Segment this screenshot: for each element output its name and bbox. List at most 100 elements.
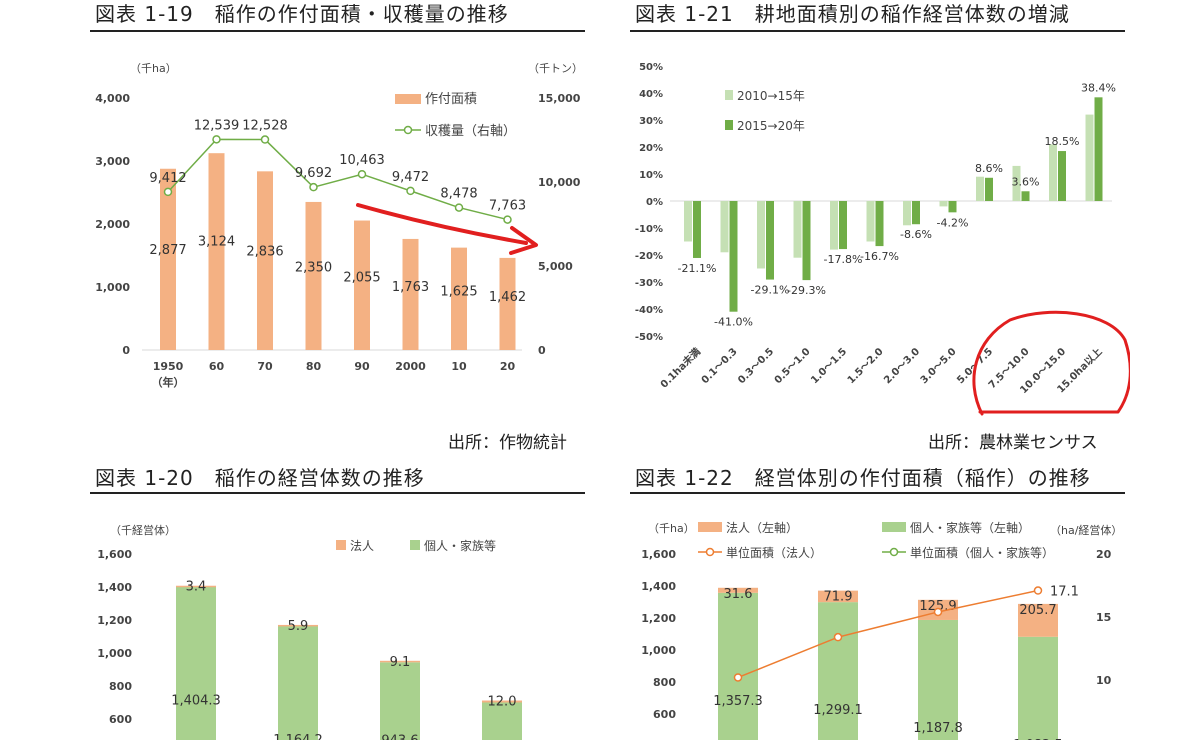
corp-bar-label: 5.9	[288, 619, 309, 634]
left-tick-label: 1,000	[641, 644, 676, 657]
harvest-label: 10,463	[339, 153, 385, 168]
x-year-suffix: （年）	[152, 375, 185, 389]
legend-harvest-label: 収穫量（右軸）	[425, 124, 516, 139]
bar-2015-20	[1021, 191, 1030, 201]
harvest-line	[167, 138, 508, 221]
x-tick-label: 1.5～2.0	[846, 346, 886, 386]
left-tick-label: 600	[653, 708, 676, 721]
bar-2010-15	[1012, 165, 1021, 201]
fig-1-19-rule	[90, 30, 585, 32]
bar-2010-15	[939, 201, 948, 207]
y-tick-label: 1,200	[97, 614, 132, 627]
bar-2010-15	[866, 201, 875, 242]
bar-2015-20-label: -8.6%	[900, 228, 932, 241]
bar-2015-20	[912, 201, 920, 225]
fig-1-22-rule	[630, 492, 1125, 494]
left-tick-label: 3,000	[95, 155, 130, 168]
fig-1-21-rule	[630, 30, 1125, 32]
y-tick-label: 800	[109, 680, 132, 693]
bar-2015-20	[839, 201, 847, 250]
unit-corp-point	[933, 607, 943, 617]
bar-2015-20	[875, 201, 884, 247]
area-bar	[451, 247, 467, 350]
fig-1-21-source: 出所：農林業センサス	[928, 433, 1098, 453]
harvest-point	[163, 187, 173, 197]
harvest-label: 12,539	[194, 118, 240, 133]
area-bar-label: 2,836	[246, 244, 283, 259]
harvest-label: 9,692	[295, 166, 332, 181]
x-tick-label: 60	[209, 360, 225, 373]
bar-2010-15	[793, 201, 802, 258]
x-tick-label: 2.0～3.0	[882, 346, 922, 386]
x-tick-label: 2000	[395, 360, 426, 373]
fig-1-21-title: 図表 1-21 耕地面積別の稲作経営体数の増減	[635, 2, 1070, 26]
fig-1-19-source: 出所：作物統計	[448, 433, 567, 453]
harvest-point	[212, 135, 221, 144]
unit-corp-label: 17.1	[1050, 585, 1079, 600]
bar-2015-20	[802, 201, 811, 281]
harvest-point	[406, 186, 415, 196]
left-tick-label: 2,000	[95, 218, 130, 231]
area-bar-label: 2,877	[149, 243, 186, 258]
area-bar	[402, 238, 419, 350]
area-bar-label: 1,763	[392, 280, 429, 295]
y-tick-label: -40%	[635, 305, 663, 316]
x-tick-label: 10	[451, 360, 467, 373]
x-tick-label: 0.3～0.5	[736, 346, 776, 386]
harvest-label: 12,528	[242, 119, 288, 134]
unit-corp-point	[833, 632, 843, 642]
left-tick-label: 800	[653, 676, 676, 689]
bar-2015-20-label: -4.2%	[937, 216, 969, 229]
individual-bar-label: 1,082.5	[1013, 738, 1063, 740]
unit-corp-point	[733, 673, 743, 682]
fig-1-21-chart: -50% -40% -30% -20% -10% 0% 10% 20% 30% 40% 50% -21…	[635, 62, 1130, 416]
area-bar	[354, 220, 370, 350]
x-tick-label: 0.5～1.0	[773, 346, 813, 386]
bar-2010-15	[757, 201, 765, 269]
area-bar-label: 3,124	[198, 235, 235, 250]
x-tick-label: 20	[500, 360, 516, 373]
right-tick-label: 10	[1096, 674, 1112, 687]
right-tick-label: 15	[1096, 611, 1111, 624]
bar-2015-20-label: 8.6%	[975, 162, 1003, 175]
fig-1-20-title: 図表 1-20 稲作の経営体数の推移	[95, 466, 425, 490]
left-unit-label: （千ha）	[130, 62, 177, 75]
bar-2010-15	[720, 201, 729, 253]
legend-unit-corp-marker	[705, 547, 715, 557]
x-tick-label: 3.0～5.0	[919, 346, 959, 386]
corp-bar-label: 71.9	[824, 590, 853, 605]
x-tick-label: 80	[306, 360, 322, 373]
bar-2010-15	[903, 201, 911, 226]
y-tick-label: -50%	[635, 332, 663, 343]
y-tick-label: 50%	[639, 62, 663, 73]
unit-corp-point	[1033, 586, 1043, 595]
bar-2015-20-label: -41.0%	[714, 316, 753, 329]
corp-bar	[1018, 603, 1058, 637]
legend-2015-20-label: 2015→20年	[737, 119, 805, 133]
fig-1-19-title: 図表 1-19 稲作の作付面積・収穫量の推移	[95, 2, 509, 26]
red-arrow-shaft	[356, 203, 528, 245]
bar-2015-20	[693, 201, 701, 258]
right-tick-label: 5,000	[538, 260, 573, 273]
individual-bar-label: 1,404.3	[171, 693, 221, 708]
bar-2015-20	[1094, 97, 1103, 201]
right-unit-label: （千トン）	[528, 62, 583, 75]
left-unit-label: （千ha）	[648, 522, 695, 535]
bar-2010-15	[976, 176, 984, 201]
harvest-label: 8,478	[440, 187, 477, 202]
x-tick-label: 1.0～1.5	[809, 346, 849, 386]
x-tick-label: 70	[257, 360, 273, 373]
legend-2010-15-swatch	[725, 90, 733, 100]
right-tick-label: 15,000	[538, 92, 581, 105]
red-circle-annotation	[972, 310, 1130, 416]
y-tick-label: 600	[109, 713, 132, 726]
area-bar-label: 1,462	[489, 290, 526, 305]
individual-bar	[176, 586, 216, 740]
x-tick-label: 90	[354, 360, 370, 373]
right-tick-label: 0	[538, 344, 546, 357]
area-bar-label: 1,625	[440, 285, 477, 300]
legend-individual-swatch	[882, 522, 906, 532]
corp-bar-label: 9.1	[390, 655, 411, 670]
area-bar-label: 2,055	[343, 270, 380, 285]
unit-corp-line	[737, 589, 1039, 679]
